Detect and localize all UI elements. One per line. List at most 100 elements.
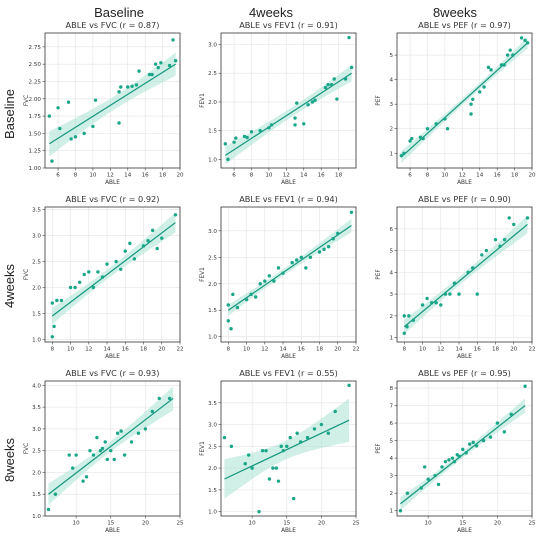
data-point [288,435,292,440]
data-point [271,466,275,470]
y-tick-label: 4.0 [32,383,41,389]
y-axis-label: PEF [376,269,382,280]
data-point [349,210,354,214]
data-point [267,126,271,130]
col-title-4weeks: 4weeks [249,5,294,20]
y-axis-label: FEV1 [200,267,206,282]
y-tick-label: 3.0 [208,42,217,48]
data-point [486,65,491,70]
x-tick-label: 20 [528,173,536,179]
data-point [343,77,348,81]
data-point [440,465,444,469]
data-point [245,135,249,140]
y-axis-label: FVC [24,269,30,280]
y-tick-label: 3.0 [32,234,41,240]
data-point [425,127,430,131]
data-point [66,100,71,104]
data-point [260,448,265,453]
x-tick-label: 10 [249,521,257,527]
y-tick-label: 1.0 [32,337,41,343]
x-tick-label: 12 [459,173,466,179]
scatter-panel: ABLE vs FEV1 (r = 0.55) 10 15 20 25 1.0 1.5 2.0… [200,368,360,534]
y-tick-label: 1 [389,151,393,157]
data-point [74,453,78,457]
data-point [452,281,457,285]
data-point [173,213,178,217]
data-point [445,127,450,131]
data-point [231,292,235,297]
data-point [132,257,137,261]
data-point [457,454,462,459]
x-tick-label: 18 [335,173,343,179]
data-point [347,383,351,388]
data-point [126,85,130,89]
data-point [232,140,236,144]
data-point [82,272,86,277]
x-tick-label: 18 [140,347,148,353]
y-tick-label: 2.25 [29,79,42,85]
data-point [171,38,175,42]
data-point [407,314,411,318]
y-tick-label: 1.25 [29,149,42,155]
scatter-panel: ABLE vs PEF (r = 0.97)6 8 10 12 14 16 18 201234… [376,20,536,186]
x-tick-label: 12 [261,347,268,353]
plot-frame [396,206,533,343]
panel-title: ABLE vs FEV1 (r = 0.55) [239,368,338,378]
data-point [443,117,447,121]
plot-frame [220,380,357,517]
data-point [136,431,141,435]
y-tick-label: 2.00 [29,97,42,103]
data-point [436,482,441,487]
data-point [418,135,423,140]
data-point [306,103,310,107]
regression-line [403,223,528,328]
data-point [77,280,82,284]
y-tick-label: 5 [389,439,393,445]
x-tick-label: 10 [89,173,97,179]
data-point [235,305,240,310]
data-point [258,128,262,133]
data-point [258,282,262,286]
data-point [115,431,120,435]
panel-title: ABLE vs FVC (r = 0.92) [66,194,160,204]
y-tick-label: 1 [389,336,393,342]
x-tick-label: 22 [352,347,359,353]
data-point [502,430,507,434]
scatter-panel: ABLE vs FEV1 (r = 0.94) 8 10 12 14 16 18 20 22 1.… [200,194,360,360]
data-point [222,435,227,440]
x-tick-label: 8 [51,347,55,353]
data-point [405,491,410,495]
x-tick-label: 25 [528,521,536,527]
y-tick-label: 2.0 [208,466,217,472]
y-tick-label: 2 [389,127,393,133]
data-point [243,462,247,466]
data-point [421,136,425,141]
col-title-baseline: Baseline [94,5,144,20]
data-point [67,453,71,457]
x-tick-label: 15 [459,521,467,527]
data-point [130,84,134,89]
data-point [134,83,139,87]
y-tick-label: 2.5 [208,71,217,77]
data-point [323,85,328,90]
data-point [234,136,238,140]
data-point [84,475,89,479]
plot-frame [396,380,533,517]
data-point [129,440,134,444]
data-point [56,106,60,110]
data-point [439,303,443,307]
data-point [326,83,330,87]
x-tick-label: 6 [232,173,236,179]
data-point [47,114,52,118]
y-tick-label: 3.0 [32,427,41,433]
data-point [523,384,527,388]
x-tick-label: 22 [176,347,183,353]
data-point [461,447,465,452]
x-tick-label: 10 [67,347,75,353]
panel-title: ABLE vs FVC (r = 0.93) [66,368,160,378]
data-point [114,259,118,264]
data-point [105,262,109,266]
y-tick-label: 2.5 [32,260,41,266]
y-axis-label: FEV1 [200,441,206,456]
